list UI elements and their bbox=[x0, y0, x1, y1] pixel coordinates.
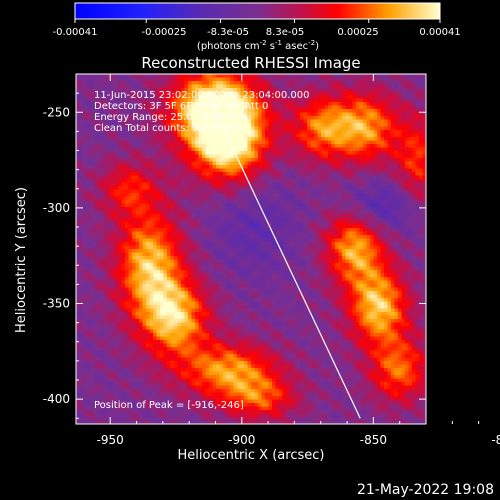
heatmap-image bbox=[76, 74, 426, 424]
colorbar: -0.00041 -0.00025 -8.3e-05 8.3e-05 0.000… bbox=[53, 2, 461, 52]
colorbar-tick-label: 0.00025 bbox=[337, 27, 378, 38]
colorbar-gradient bbox=[74, 2, 441, 20]
y-axis-label: Heliocentric Y (arcsec) bbox=[14, 187, 29, 333]
x-tick-label: -850 bbox=[360, 433, 387, 447]
y-tick-label: -250 bbox=[43, 105, 70, 119]
limb-line bbox=[207, 94, 361, 419]
annotation-time: 11-Jun-2015 23:02:00.000 to 23:04:00.000 bbox=[94, 90, 310, 101]
x-tick-label: -900 bbox=[228, 433, 255, 447]
colorbar-tick-label: -8.3e-05 bbox=[207, 27, 249, 38]
y-tick-label: -300 bbox=[43, 201, 70, 215]
x-tick-label: -800 bbox=[491, 433, 500, 447]
colorbar-tick-label: 0.00041 bbox=[419, 27, 460, 38]
x-axis-label: Heliocentric X (arcsec) bbox=[178, 448, 325, 463]
annotation-peak: Position of Peak = [-916,-246] bbox=[94, 400, 244, 411]
colorbar-tick-label: -0.00025 bbox=[142, 27, 187, 38]
colorbar-ticks bbox=[74, 19, 441, 23]
axis-ticks: -950 -900 -850 -800 -250 -300 -350 -400 bbox=[43, 74, 500, 447]
colorbar-tick-label: 8.3e-05 bbox=[266, 27, 304, 38]
annotation-clean: Clean Total counts: 9.82E+03 bbox=[94, 123, 242, 134]
timestamp: 21-May-2022 19:08 bbox=[357, 482, 494, 498]
annotation-detectors: Detectors: 3F 5F 6F 7F 8F 9F, Att 0 bbox=[94, 101, 268, 112]
y-tick-label: -400 bbox=[43, 392, 70, 406]
annotations: 11-Jun-2015 23:02:00.000 to 23:04:00.000… bbox=[94, 90, 310, 411]
annotation-energy: Energy Range: 25.0 - 50.0 keV bbox=[94, 112, 247, 123]
colorbar-units: (photons cm-2 s-1 asec-2) bbox=[197, 39, 319, 52]
plot-frame bbox=[75, 73, 427, 425]
chart-title: Reconstructed RHESSI Image bbox=[141, 54, 360, 72]
x-tick-label: -950 bbox=[97, 433, 124, 447]
colorbar-tick-label: -0.00041 bbox=[53, 27, 98, 38]
y-tick-label: -350 bbox=[43, 297, 70, 311]
